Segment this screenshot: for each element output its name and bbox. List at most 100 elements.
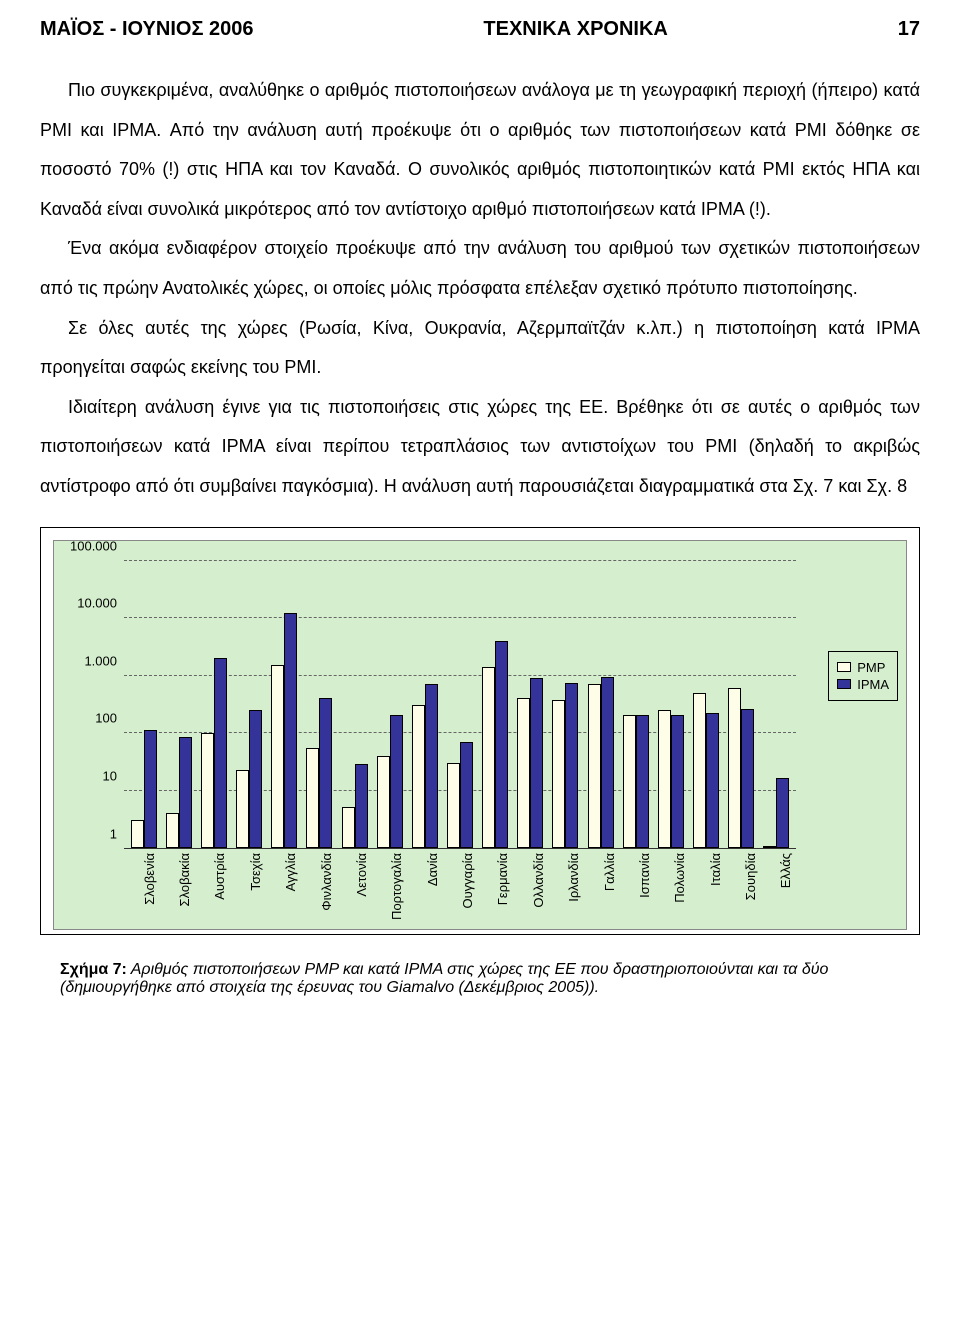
x-tick-label: Γαλλία: [584, 849, 619, 927]
bar-ipma: [741, 709, 754, 848]
bar-pmp: [271, 665, 284, 847]
y-tick-label: 10.000: [62, 596, 117, 611]
y-tick-label: 100.000: [62, 538, 117, 553]
bar-ipma: [319, 698, 332, 847]
x-tick-label: Πολωνία: [655, 849, 690, 927]
bar-ipma: [495, 641, 508, 848]
bar-group: [618, 561, 653, 848]
figure-caption: Σχήμα 7: Αριθμός πιστοποιήσεων PMP και κ…: [0, 935, 960, 1017]
x-tick-label: Ελλάς: [761, 849, 796, 927]
bar-pmp: [412, 705, 425, 847]
y-tick-label: 100: [62, 711, 117, 726]
bar-group: [337, 561, 372, 848]
bar-group: [231, 561, 266, 848]
paragraph-1: Πιο συγκεκριμένα, αναλύθηκε ο αριθμός πι…: [40, 71, 920, 229]
bar-pmp: [482, 667, 495, 848]
y-tick-label: 1.000: [62, 653, 117, 668]
bar-group: [442, 561, 477, 848]
bar-ipma: [144, 730, 157, 847]
legend-ipma: IPMA: [837, 677, 889, 692]
bar-ipma: [671, 715, 684, 847]
bar-ipma: [776, 778, 789, 847]
header-title: ΤΕΧΝΙΚΑ ΧΡΟΝΙΚΑ: [254, 18, 898, 41]
bar-group: [196, 561, 231, 848]
x-tick-label: Ισπανία: [619, 849, 654, 927]
bar-pmp: [763, 846, 776, 848]
chart-plot-area: 1 10 100 1.000 10.000 100.000 ΣλοβενίαΣλοβακία…: [53, 540, 907, 930]
bar-ipma: [390, 715, 403, 847]
x-tick-label: Αυστρία: [195, 849, 230, 927]
bar-group: [126, 561, 161, 848]
paragraph-3: Σε όλες αυτές της χώρες (Ρωσία, Κίνα, Ου…: [40, 309, 920, 388]
bar-ipma: [179, 737, 192, 848]
bar-ipma: [355, 764, 368, 847]
y-tick-label: 1: [62, 826, 117, 841]
chart-legend: PMP IPMA: [828, 651, 898, 701]
bar-pmp: [728, 688, 741, 847]
bar-pmp: [693, 693, 706, 848]
x-tick-label: Τσεχία: [230, 849, 265, 927]
bar-ipma: [214, 658, 227, 847]
legend-label-pmp: PMP: [857, 660, 885, 675]
paragraph-4: Ιδιαίτερη ανάλυση έγινε για τις πιστοποι…: [40, 388, 920, 507]
x-tick-label: Λετονία: [336, 849, 371, 927]
x-tick-label: Πορτογαλία: [372, 849, 407, 927]
header-page-number: 17: [898, 18, 920, 41]
page-header: ΜΑΪΟΣ - ΙΟΥΝΙΟΣ 2006 ΤΕΧΝΙΚΑ ΧΡΟΝΙΚΑ 17: [0, 0, 960, 51]
x-tick-label: Ιρλανδία: [549, 849, 584, 927]
x-tick-label: Ιταλία: [690, 849, 725, 927]
bar-pmp: [377, 756, 390, 848]
bar-group: [267, 561, 302, 848]
caption-text: Αριθμός πιστοποιήσεων PMP και κατά IPMA …: [60, 961, 828, 996]
caption-label: Σχήμα 7:: [60, 961, 127, 978]
x-tick-label: Αγγλία: [266, 849, 301, 927]
bar-ipma: [460, 742, 473, 848]
bar-group: [759, 561, 794, 848]
x-tick-label: Ουγγαρία: [442, 849, 477, 927]
bar-group: [513, 561, 548, 848]
bar-pmp: [236, 770, 249, 847]
bar-group: [478, 561, 513, 848]
bar-ipma: [565, 683, 578, 847]
bar-group: [407, 561, 442, 848]
x-tick-label: Σλοβακία: [159, 849, 194, 927]
bar-ipma: [706, 713, 719, 847]
bars-area: [124, 561, 796, 849]
legend-pmp: PMP: [837, 660, 889, 675]
x-tick-label: Φινλανδία: [301, 849, 336, 927]
bar-ipma: [601, 677, 614, 848]
body-text: Πιο συγκεκριμένα, αναλύθηκε ο αριθμός πι…: [0, 51, 960, 517]
y-tick-label: 10: [62, 768, 117, 783]
bar-ipma: [284, 613, 297, 847]
bar-pmp: [588, 684, 601, 847]
x-tick-label: Σουηδία: [725, 849, 760, 927]
x-tick-label: Ολλανδία: [513, 849, 548, 927]
paragraph-2: Ένα ακόμα ενδιαφέρον στοιχείο προέκυψε α…: [40, 229, 920, 308]
bar-pmp: [131, 820, 144, 847]
bar-pmp: [201, 733, 214, 848]
bar-ipma: [249, 710, 262, 848]
x-tick-label: Γερμανία: [478, 849, 513, 927]
bar-ipma: [530, 678, 543, 848]
bar-group: [302, 561, 337, 848]
x-tick-label: Σλοβενία: [124, 849, 159, 927]
bar-group: [583, 561, 618, 848]
bar-group: [724, 561, 759, 848]
x-labels: ΣλοβενίαΣλοβακίαΑυστρίαΤσεχίαΑγγλίαΦινλα…: [124, 849, 796, 927]
bar-ipma: [636, 715, 649, 847]
bar-group: [689, 561, 724, 848]
legend-swatch-ipma: [837, 679, 851, 689]
bar-pmp: [623, 715, 636, 847]
bar-pmp: [306, 748, 319, 848]
bar-group: [548, 561, 583, 848]
bar-group: [161, 561, 196, 848]
x-tick-label: Δανία: [407, 849, 442, 927]
bar-pmp: [342, 807, 355, 847]
legend-label-ipma: IPMA: [857, 677, 889, 692]
bar-pmp: [552, 700, 565, 847]
bar-pmp: [447, 763, 460, 848]
header-date: ΜΑΪΟΣ - ΙΟΥΝΙΟΣ 2006: [40, 18, 254, 41]
legend-swatch-pmp: [837, 662, 851, 672]
bar-ipma: [425, 684, 438, 847]
bar-pmp: [517, 698, 530, 847]
